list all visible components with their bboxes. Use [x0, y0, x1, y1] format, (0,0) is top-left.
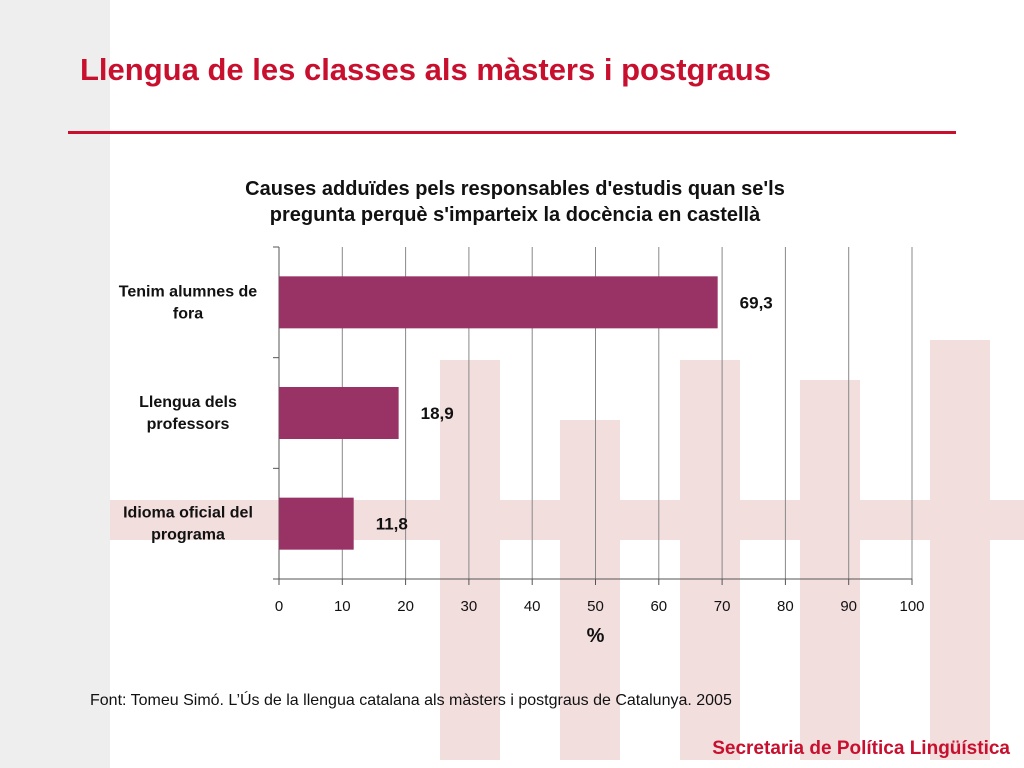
x-tick-label-50: 50 — [587, 598, 604, 615]
chart-title-line-1: Causes adduïdes pels responsables d'estu… — [245, 178, 785, 200]
bar-0 — [279, 276, 718, 329]
title-divider — [68, 131, 956, 134]
slide-title: Llengua de les classes als màsters i pos… — [80, 52, 771, 87]
value-label-0: 69,3 — [740, 293, 773, 312]
x-tick-label-90: 90 — [840, 598, 857, 615]
x-tick-label-60: 60 — [650, 598, 667, 615]
category-label-2-line-1: programa — [151, 527, 225, 544]
value-label-2: 11,8 — [376, 515, 408, 534]
x-axis-label: % — [587, 625, 605, 647]
value-label-1: 18,9 — [421, 404, 454, 423]
x-tick-label-0: 0 — [275, 598, 283, 615]
x-tick-label-10: 10 — [334, 598, 351, 615]
category-label-0-line-0: Tenim alumnes de — [119, 283, 258, 300]
x-tick-label-100: 100 — [899, 598, 924, 615]
x-tick-label-20: 20 — [397, 598, 414, 615]
category-label-1-line-0: Llengua dels — [139, 394, 237, 411]
category-label-1-line-1: professors — [147, 416, 230, 433]
chart-title-line-2: pregunta perquè s'imparteix la docència … — [269, 204, 761, 226]
category-label-2-line-0: Idioma oficial del — [123, 505, 253, 522]
x-tick-label-40: 40 — [524, 598, 541, 615]
footer-organization: Secretaria de Política Lingüística — [712, 738, 1010, 759]
bars — [279, 276, 718, 550]
x-tick-label-30: 30 — [461, 598, 478, 615]
x-tick-label-70: 70 — [714, 598, 731, 615]
x-tick-label-80: 80 — [777, 598, 794, 615]
chart-title: Causes adduïdes pels responsables d'estu… — [150, 176, 880, 228]
category-label-0-line-1: fora — [173, 305, 203, 322]
bar-2 — [279, 497, 354, 550]
bar-1 — [279, 386, 399, 440]
source-note: Font: Tomeu Simó. L’Ús de la llengua cat… — [90, 692, 732, 709]
labels: 0 10 20 30 40 50 60 70 80 90 100 69,3 Tenim alumnes … — [119, 283, 925, 647]
